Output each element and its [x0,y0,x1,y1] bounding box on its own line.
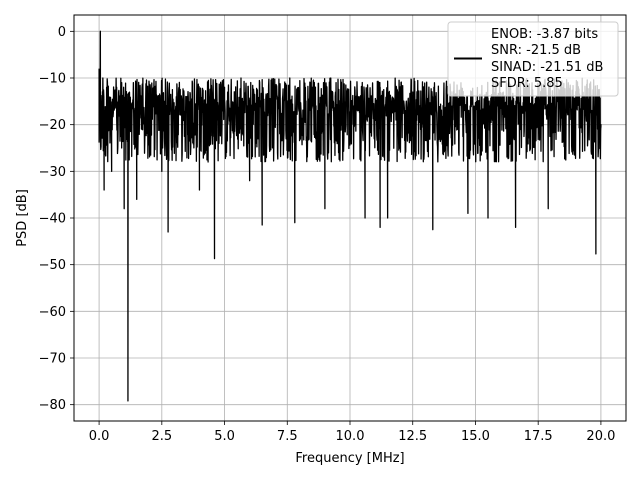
legend-box [447,21,619,97]
x-tick-label: 2.5 [151,429,172,444]
x-tick-label: 12.5 [398,429,427,444]
y-tick-label: −40 [39,212,66,227]
y-tick-label: −10 [39,72,66,87]
legend-entry-sinad: SINAD: -21.51 dB [491,60,603,75]
x-tick-label: 7.5 [277,429,298,444]
legend-entry-enob: ENOB: -3.87 bits [491,27,598,42]
y-tick-label: −60 [39,305,66,320]
x-tick-label: 17.5 [524,429,553,444]
x-axis: 0.0 2.5 5.0 7.5 10.0 12.5 15.0 17.5 20.0 [89,421,615,444]
y-axis-label: PSD [dB] [15,189,30,247]
y-tick-label: −30 [39,165,66,180]
x-tick-label: 15.0 [461,429,490,444]
x-tick-label: 10.0 [336,429,365,444]
y-tick-label: −50 [39,258,66,273]
legend: ENOB: -3.87 bits SNR: -21.5 dB SINAD: -2… [447,21,619,97]
legend-entry-snr: SNR: -21.5 dB [491,43,581,58]
x-tick-label: 5.0 [214,429,235,444]
y-tick-label: −70 [39,352,66,367]
y-tick-label: −80 [39,398,66,413]
legend-entry-sfdr: SFDR: 5.85 [491,76,563,91]
y-tick-label: 0 [58,25,66,40]
x-axis-label: Frequency [MHz] [295,451,404,466]
x-tick-label: 20.0 [586,429,615,444]
y-axis: 0 −10 −20 −30 −40 −50 −60 −70 −80 [39,25,74,413]
x-tick-label: 0.0 [89,429,110,444]
y-tick-label: −20 [39,118,66,133]
